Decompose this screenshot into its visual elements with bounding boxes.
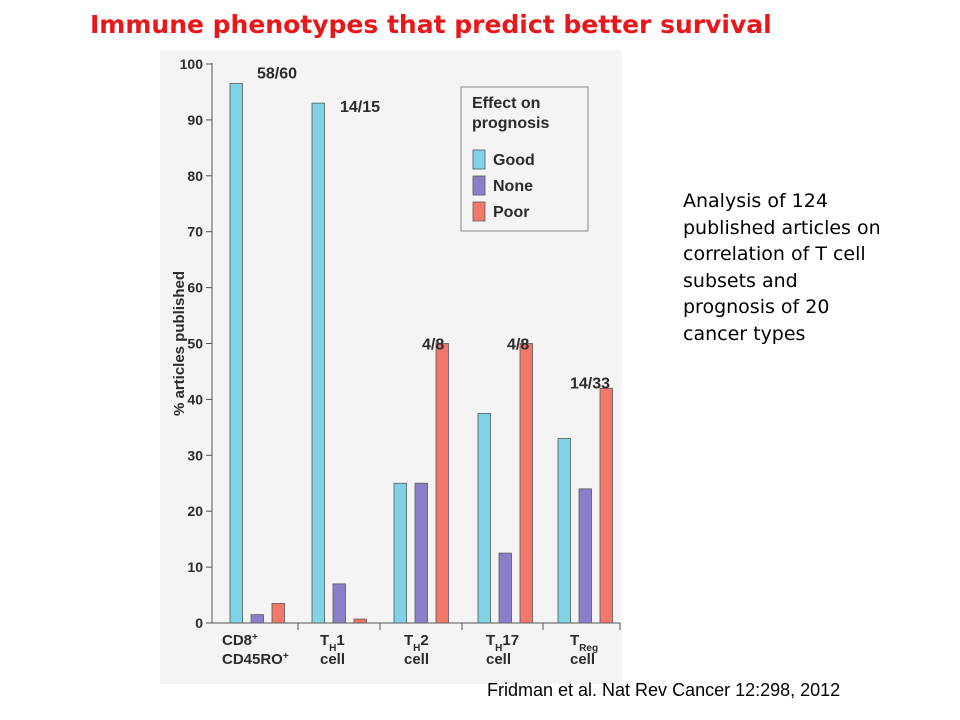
bar-none — [332, 583, 346, 624]
bar-good — [311, 102, 325, 624]
x-category-label: TReg — [570, 632, 598, 654]
bar-annotation: 4/8 — [507, 337, 529, 354]
legend-swatch-good — [472, 149, 486, 170]
x-category-label: cell — [486, 651, 511, 668]
x-category-label: CD45RO+ — [222, 651, 289, 669]
x-category-label: TH1 — [320, 632, 345, 654]
y-tick-label: 50 — [187, 336, 203, 352]
y-axis-label: % articles published — [171, 271, 188, 416]
bar-poor — [435, 343, 449, 624]
legend-swatch-poor — [472, 201, 486, 222]
legend-title: prognosis — [472, 115, 549, 132]
y-tick-label: 80 — [187, 168, 203, 184]
analysis-note-line: prognosis of 20 — [683, 296, 830, 318]
bar-none — [498, 552, 512, 624]
y-tick-label: 90 — [187, 112, 203, 128]
legend-label-poor: Poor — [493, 204, 529, 221]
bar-good — [393, 482, 407, 624]
x-category-label: cell — [570, 651, 595, 668]
legend-title: Effect on — [472, 95, 540, 112]
x-category-label: cell — [404, 651, 429, 668]
analysis-note-line: correlation of T cell — [683, 243, 866, 265]
bar-good — [557, 438, 571, 624]
bar-poor — [353, 618, 367, 624]
y-tick-label: 60 — [187, 280, 203, 296]
x-category-label: TH17 — [486, 632, 519, 654]
bar-none — [250, 614, 264, 624]
x-category-label: TH2 — [404, 632, 429, 654]
bar-poor — [599, 387, 613, 624]
y-tick-label: 20 — [187, 503, 203, 519]
y-tick-label: 100 — [180, 56, 204, 72]
analysis-note-line: Analysis of 124 — [683, 190, 828, 212]
bar-annotation: 14/15 — [340, 99, 380, 116]
y-tick-label: 10 — [187, 559, 203, 575]
legend-label-good: Good — [493, 152, 535, 169]
bar-annotation: 4/8 — [422, 337, 444, 354]
legend-swatch-none — [472, 175, 486, 196]
bar-none — [578, 488, 592, 624]
bar-none — [414, 482, 428, 624]
bar-poor — [519, 343, 533, 624]
analysis-note-line: subsets and — [683, 269, 798, 292]
x-category-label: cell — [320, 651, 345, 668]
y-tick-label: 40 — [187, 391, 203, 407]
analysis-note: Analysis of 124 published articles on co… — [683, 188, 955, 347]
bar-good — [229, 83, 243, 624]
legend-label-none: None — [493, 178, 533, 195]
bar-chart: 0 10 20 30 40 50 60 70 80 90 100 % articles publish… — [171, 56, 621, 669]
y-tick-label: 30 — [187, 447, 203, 463]
x-category-label: CD8+ — [222, 632, 258, 650]
bar-annotation: 14/33 — [570, 376, 610, 393]
bar-poor — [271, 603, 285, 624]
analysis-note-line: published articles on — [683, 216, 881, 239]
bar-annotation: 58/60 — [257, 65, 297, 82]
bar-good — [477, 412, 491, 624]
y-tick-label: 70 — [187, 224, 203, 240]
citation: Fridman et al. Nat Rev Cancer 12:298, 20… — [487, 680, 841, 700]
chart-panel: 0 10 20 30 40 50 60 70 80 90 100 % articles publish… — [160, 50, 622, 684]
analysis-note-line: cancer types — [683, 322, 806, 345]
slide-title: Immune phenotypes that predict better su… — [90, 10, 772, 39]
y-tick-label: 0 — [195, 615, 203, 631]
